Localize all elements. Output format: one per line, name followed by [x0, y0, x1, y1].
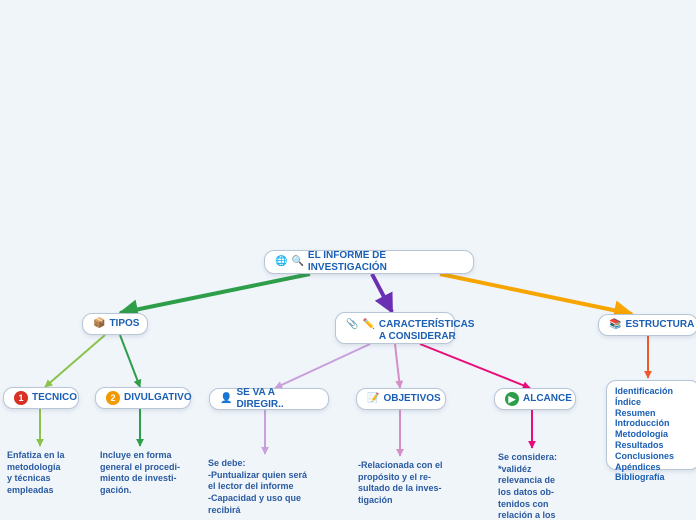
- objetivos-label: OBJETIVOS: [383, 393, 440, 405]
- tecnico-node[interactable]: 1 TECNICO: [3, 387, 79, 409]
- alcance-label: ALCANCE: [523, 393, 572, 405]
- books-icon: 📚: [609, 319, 621, 331]
- divulgativo-node[interactable]: 2 DIVULGATIVO: [95, 387, 191, 409]
- pencil-icon: ✏️: [362, 319, 374, 331]
- alcance-body: Se considera: *validéz relevancia de los…: [498, 452, 598, 520]
- alcance-node[interactable]: ▶ ALCANCE: [494, 388, 576, 410]
- play-icon: ▶: [505, 392, 519, 406]
- divulgativo-label: DIVULGATIVO: [124, 392, 192, 404]
- root-label: EL INFORME DE INVESTIGACIÓN: [308, 250, 463, 274]
- badge-2-icon: 2: [106, 391, 120, 405]
- memo-icon: 📝: [367, 393, 379, 405]
- mindmap-canvas: 🌐 🔍 EL INFORME DE INVESTIGACIÓN 📦 TIPOS …: [0, 0, 696, 520]
- person-icon: 👤: [220, 393, 232, 405]
- dirigir-node[interactable]: 👤 SE VA A DIREGIR..: [209, 388, 329, 410]
- objetivos-node[interactable]: 📝 OBJETIVOS: [356, 388, 446, 410]
- box-icon: 📦: [93, 318, 105, 330]
- tecnico-body: Enfatiza en la metodología y técnicas em…: [7, 450, 97, 497]
- tecnico-label: TECNICO: [32, 392, 77, 404]
- estructura-body: Identificación Índice Resumen Introducci…: [615, 386, 674, 483]
- divulgativo-body: Incluye en forma general el procedi- mie…: [100, 450, 210, 497]
- dirigir-label: SE VA A DIREGIR..: [236, 387, 318, 411]
- tipos-label: TIPOS: [109, 318, 139, 330]
- caracteristicas-node[interactable]: 📎 ✏️ CARACTERÍSTICAS A CONSIDERAR: [335, 312, 455, 344]
- estructura-label: ESTRUCTURA: [625, 319, 694, 331]
- magnifier-icon: 🔍: [291, 256, 303, 268]
- objetivos-body: -Relacionada con el propósito y el re- s…: [358, 460, 478, 507]
- paperclip-icon: 📎: [346, 319, 358, 331]
- dirigir-body: Se debe: -Puntualizar quien será el lect…: [208, 458, 338, 516]
- caracteristicas-label: CARACTERÍSTICAS A CONSIDERAR: [379, 319, 475, 343]
- globe-icon: 🌐: [275, 256, 287, 268]
- root-node[interactable]: 🌐 🔍 EL INFORME DE INVESTIGACIÓN: [264, 250, 474, 274]
- estructura-node[interactable]: 📚 ESTRUCTURA: [598, 314, 696, 336]
- tipos-node[interactable]: 📦 TIPOS: [82, 313, 148, 335]
- estructura-body-box: Identificación Índice Resumen Introducci…: [606, 380, 696, 470]
- badge-1-icon: 1: [14, 391, 28, 405]
